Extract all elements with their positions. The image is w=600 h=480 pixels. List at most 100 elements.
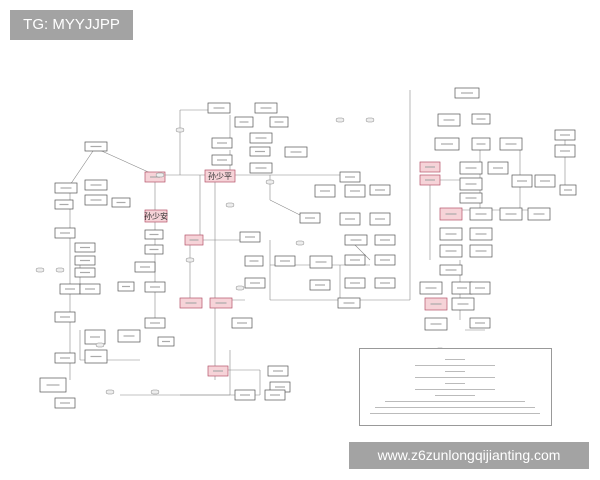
diagram-node — [59, 283, 81, 295]
legend-text-line — [445, 359, 465, 360]
diagram-node — [144, 281, 166, 293]
diagram-node — [54, 227, 76, 239]
diagram-node — [84, 141, 108, 152]
connector-line — [269, 199, 301, 216]
website-label: www.z6zunlongqijianting.com — [349, 442, 589, 469]
node-box — [204, 169, 236, 183]
edge-label — [155, 172, 165, 178]
diagram-node — [211, 154, 233, 166]
diagram-node — [344, 254, 366, 266]
main-node: 孙少平 — [204, 169, 236, 183]
diagram-node — [454, 87, 480, 99]
diagram-node — [437, 113, 461, 127]
diagram-node — [424, 317, 448, 331]
node-box — [144, 209, 168, 223]
legend-text-line — [445, 371, 465, 372]
diagram-node — [459, 161, 483, 175]
main-node: 孙少安 — [144, 209, 168, 223]
diagram-node — [84, 349, 108, 364]
node-label: 孙少平 — [208, 171, 232, 181]
diagram-node — [84, 329, 106, 345]
diagram-node — [207, 102, 231, 114]
diagram-node — [244, 277, 266, 289]
watermark-label: TG: MYYJJPP — [10, 10, 133, 40]
edge-label — [105, 389, 115, 395]
edge-label — [175, 127, 185, 133]
diagram-node — [374, 254, 396, 266]
diagram-node — [439, 207, 463, 221]
diagram-node — [239, 231, 261, 243]
diagram-node — [339, 212, 361, 226]
diagram-node — [559, 184, 577, 196]
legend-text-line — [370, 413, 540, 414]
edge-label — [265, 179, 275, 185]
edge-label — [295, 240, 305, 246]
diagram-node — [534, 174, 556, 188]
edge-label — [95, 342, 105, 348]
diagram-node — [117, 329, 141, 343]
diagram-node — [144, 229, 164, 240]
diagram-node — [469, 244, 493, 258]
diagram-node — [274, 255, 296, 267]
diagram-node — [344, 234, 368, 246]
diagram-node — [469, 207, 493, 221]
diagram-node — [144, 244, 164, 255]
diagram-node — [74, 255, 96, 266]
diagram-node — [117, 281, 135, 292]
diagram-node — [267, 365, 289, 377]
edge-label — [365, 117, 375, 123]
diagram-node — [344, 277, 366, 289]
diagram-node — [134, 261, 156, 273]
diagram-node — [111, 197, 131, 208]
diagram-node — [314, 184, 336, 198]
edge-label — [185, 257, 195, 263]
diagram-node — [207, 365, 229, 377]
diagram-node — [39, 377, 67, 393]
diagram-node — [54, 182, 78, 194]
diagram-node — [231, 317, 253, 329]
diagram-node — [184, 234, 204, 246]
diagram-node — [54, 397, 76, 409]
diagram-node — [269, 116, 289, 128]
edge-label — [235, 285, 245, 291]
diagram-node — [469, 281, 491, 295]
diagram-node — [487, 161, 509, 175]
diagram-node — [469, 317, 491, 329]
diagram-node — [249, 132, 273, 144]
diagram-node — [79, 283, 101, 295]
diagram-node — [554, 129, 576, 141]
diagram-node — [439, 264, 463, 276]
diagram-node — [339, 171, 361, 183]
diagram-node — [157, 336, 175, 347]
diagram-node — [439, 227, 463, 241]
edge-label — [335, 117, 345, 123]
diagram-node — [469, 227, 493, 241]
legend-text-line — [435, 395, 475, 396]
diagram-node — [234, 389, 256, 401]
diagram-node — [249, 146, 271, 157]
diagram-node — [419, 161, 441, 173]
diagram-node — [424, 297, 448, 311]
diagram-node — [374, 234, 396, 246]
diagram-node — [284, 146, 308, 158]
legend-box — [359, 348, 552, 426]
diagram-node — [254, 102, 278, 114]
node-label: 孙少安 — [144, 211, 168, 221]
diagram-node — [451, 297, 475, 311]
diagram-node — [439, 244, 463, 258]
diagram-node — [144, 317, 166, 329]
legend-text-line — [415, 365, 495, 366]
diagram-node — [244, 255, 264, 267]
diagram-node — [419, 281, 443, 295]
diagram-node — [459, 192, 483, 204]
edge-label — [35, 267, 45, 273]
diagram-node — [54, 352, 76, 364]
diagram-node — [459, 177, 483, 191]
diagram-node — [249, 162, 273, 174]
legend-text-line — [415, 377, 495, 378]
edge-label — [150, 389, 160, 395]
diagram-node — [234, 116, 254, 128]
diagram-node — [471, 137, 491, 151]
diagram-node — [471, 113, 491, 125]
